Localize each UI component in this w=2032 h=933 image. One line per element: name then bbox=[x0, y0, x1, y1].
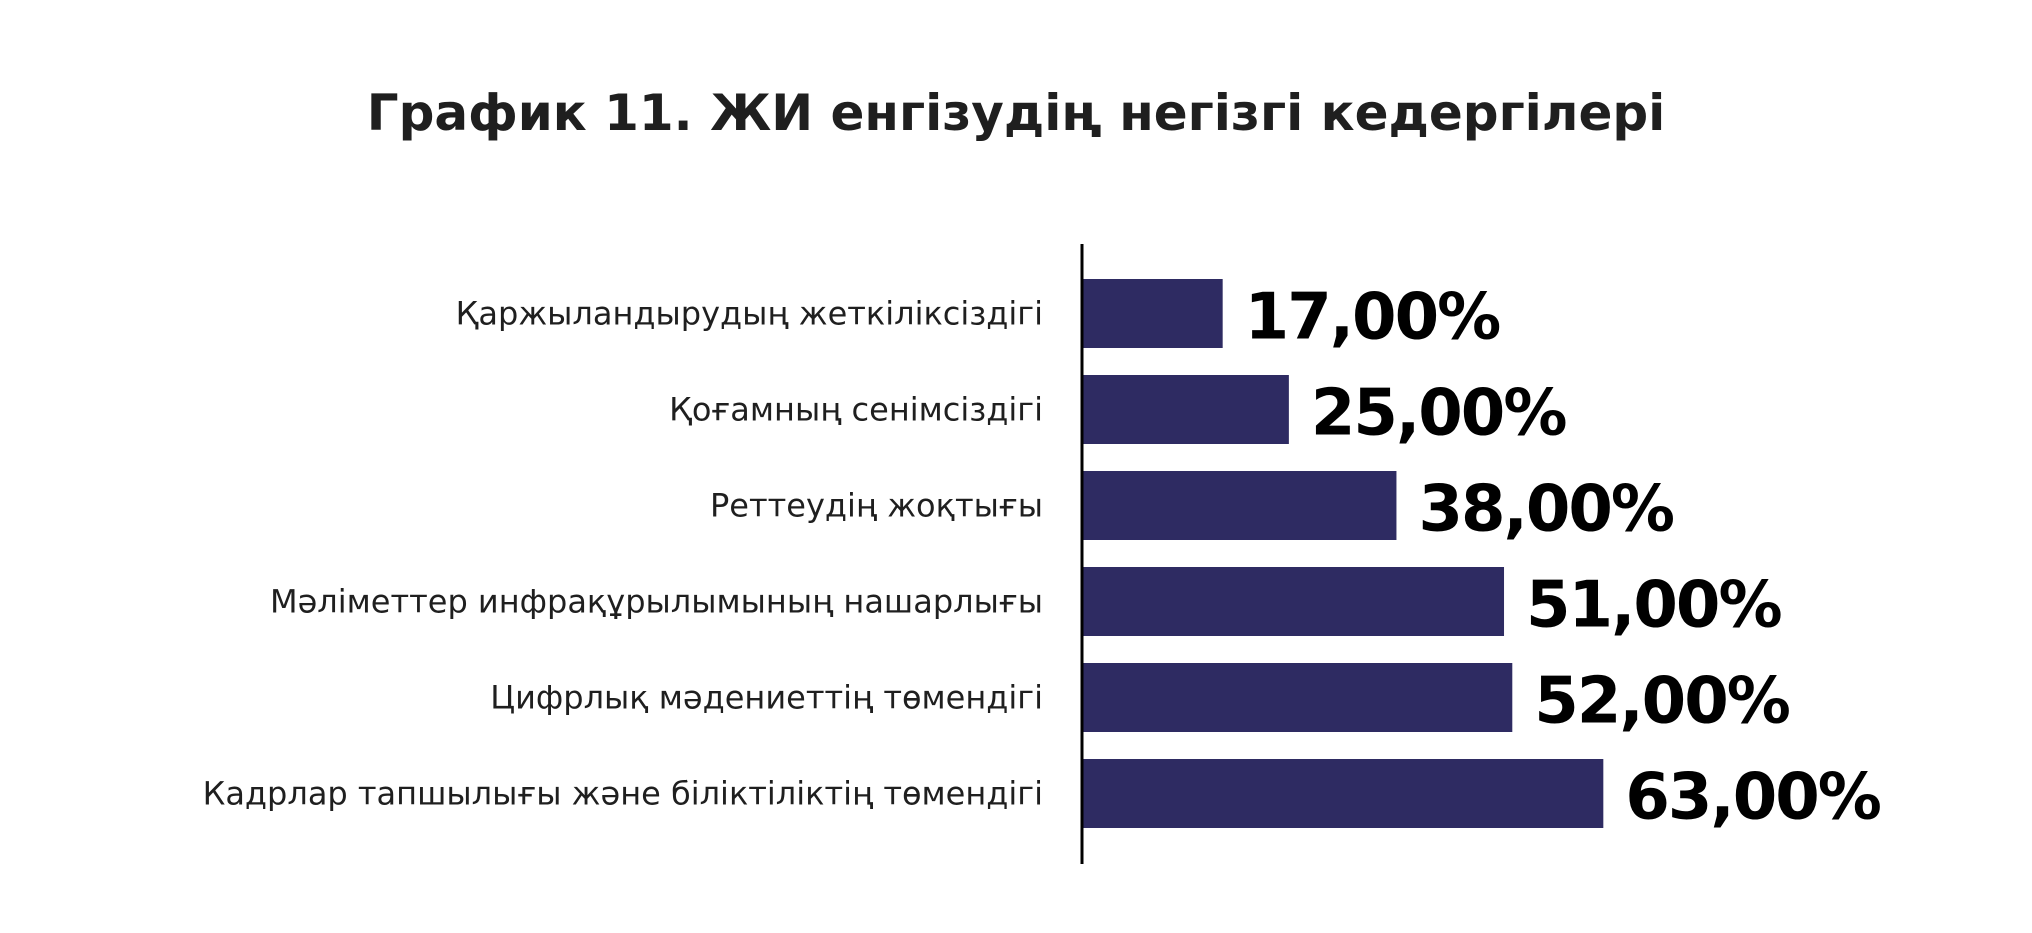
value-label-6: 63,00% bbox=[1625, 761, 1880, 835]
bar-4 bbox=[1082, 567, 1505, 636]
category-label-4: Мәліметтер инфрақұрылымының нашарлығы bbox=[270, 583, 1043, 621]
bar-2 bbox=[1082, 375, 1289, 444]
bar-3 bbox=[1082, 471, 1397, 540]
value-label-3: 38,00% bbox=[1418, 473, 1673, 547]
bar-6 bbox=[1082, 759, 1604, 828]
bar-5 bbox=[1082, 663, 1513, 732]
bar-1 bbox=[1082, 279, 1223, 348]
category-label-1: Қаржыландырудың жеткіліксіздігі bbox=[456, 295, 1043, 333]
value-label-1: 17,00% bbox=[1245, 281, 1500, 355]
category-label-5: Цифрлық мәдениеттің төмендігі bbox=[490, 679, 1043, 717]
value-label-5: 52,00% bbox=[1534, 665, 1789, 739]
value-label-4: 51,00% bbox=[1526, 569, 1781, 643]
value-label-2: 25,00% bbox=[1311, 377, 1566, 451]
category-label-6: Кадрлар тапшылығы және біліктіліктің төм… bbox=[203, 775, 1043, 813]
bars-layer: Қаржыландырудың жеткіліксіздігі 17,00% Қоғ… bbox=[203, 279, 1883, 835]
category-label-2: Қоғамның сенімсіздігі bbox=[669, 391, 1043, 429]
category-label-3: Реттеудің жоқтығы bbox=[710, 487, 1043, 525]
chart-title: График 11. ЖИ енгізудің негізгі кедергіл… bbox=[366, 84, 1666, 142]
